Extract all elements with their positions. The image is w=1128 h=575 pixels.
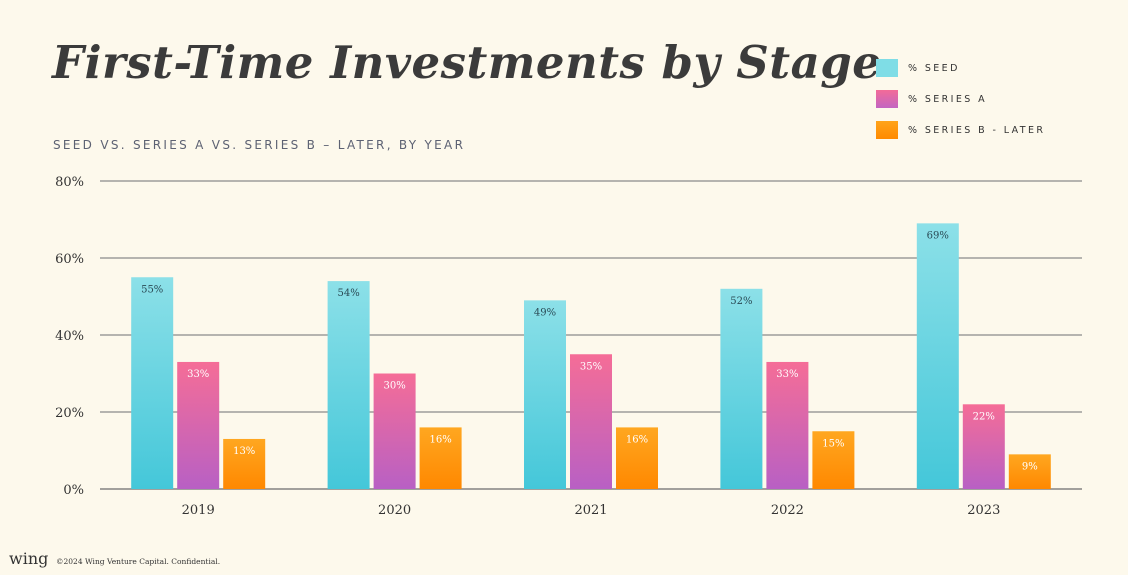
legend-swatch-series-a	[876, 90, 898, 108]
legend-item-seed: % SEED	[876, 58, 1045, 78]
bars: 55% 33% 13% 54% 30% 16% 49% 35% 16% 52% 33% 15% 69% 2…	[131, 223, 1051, 489]
y-tick-label: 80%	[55, 175, 84, 190]
legend-swatch-seed	[876, 59, 898, 77]
x-tick-label: 2022	[771, 503, 804, 518]
data-label: 16%	[626, 434, 648, 445]
bar-series-a	[962, 404, 1005, 489]
bar-series-b	[812, 431, 855, 489]
y-tick-label: 20%	[55, 406, 84, 421]
data-label: 13%	[233, 446, 255, 457]
y-tick-label: 60%	[55, 252, 84, 267]
bar-series-b	[1008, 454, 1051, 489]
data-label: 54%	[337, 288, 359, 299]
bar-seed	[524, 300, 566, 489]
bar-series-b	[419, 427, 462, 489]
x-tick-label: 2023	[967, 503, 1000, 518]
data-label: 35%	[580, 361, 602, 372]
legend-item-series-a: % SERIES A	[876, 89, 1045, 109]
x-axis-ticks: 2019 2020 2021 2022 2023	[182, 503, 1001, 518]
footer-copyright: ©2024 Wing Venture Capital. Confidential…	[56, 557, 221, 566]
data-label: 15%	[822, 438, 844, 449]
legend: % SEED % SERIES A % SERIES B - LATER	[876, 58, 1045, 151]
data-label: 30%	[383, 381, 405, 392]
data-label: 16%	[429, 434, 451, 445]
legend-item-series-b: % SERIES B - LATER	[876, 120, 1045, 140]
data-label: 52%	[730, 296, 752, 307]
legend-swatch-series-b	[876, 121, 898, 139]
y-axis-ticks: 0% 20% 40% 60% 80%	[55, 175, 84, 498]
legend-label-series-a: % SERIES A	[908, 93, 988, 105]
y-tick-label: 0%	[63, 483, 84, 498]
bar-series-a	[570, 354, 612, 489]
bar-series-a	[177, 361, 220, 489]
legend-label-series-b: % SERIES B - LATER	[908, 124, 1046, 136]
data-label: 33%	[776, 369, 798, 380]
bar-series-a	[766, 361, 809, 489]
chart-subtitle: SEED VS. SERIES A VS. SERIES B – LATER, …	[53, 138, 466, 152]
data-label: 55%	[141, 284, 163, 295]
bar-seed	[131, 277, 174, 489]
x-tick-label: 2021	[574, 503, 607, 518]
wing-logo: wing	[9, 549, 49, 568]
bar-seed	[720, 288, 763, 489]
bar-series-a	[373, 373, 416, 489]
data-label: 9%	[1022, 461, 1038, 472]
data-label: 22%	[973, 411, 995, 422]
bar-seed	[916, 223, 959, 489]
y-tick-label: 40%	[55, 329, 84, 344]
x-tick-label: 2019	[182, 503, 215, 518]
data-label: 49%	[534, 307, 556, 318]
legend-label-seed: % SEED	[908, 62, 960, 74]
bar-series-b	[223, 438, 266, 489]
data-label: 69%	[927, 230, 949, 241]
bar-series-b	[616, 427, 658, 489]
bar-seed	[327, 281, 370, 489]
chart-title: First-Time Investments by Stage	[52, 36, 882, 89]
x-tick-label: 2020	[378, 503, 411, 518]
data-label: 33%	[187, 369, 209, 380]
